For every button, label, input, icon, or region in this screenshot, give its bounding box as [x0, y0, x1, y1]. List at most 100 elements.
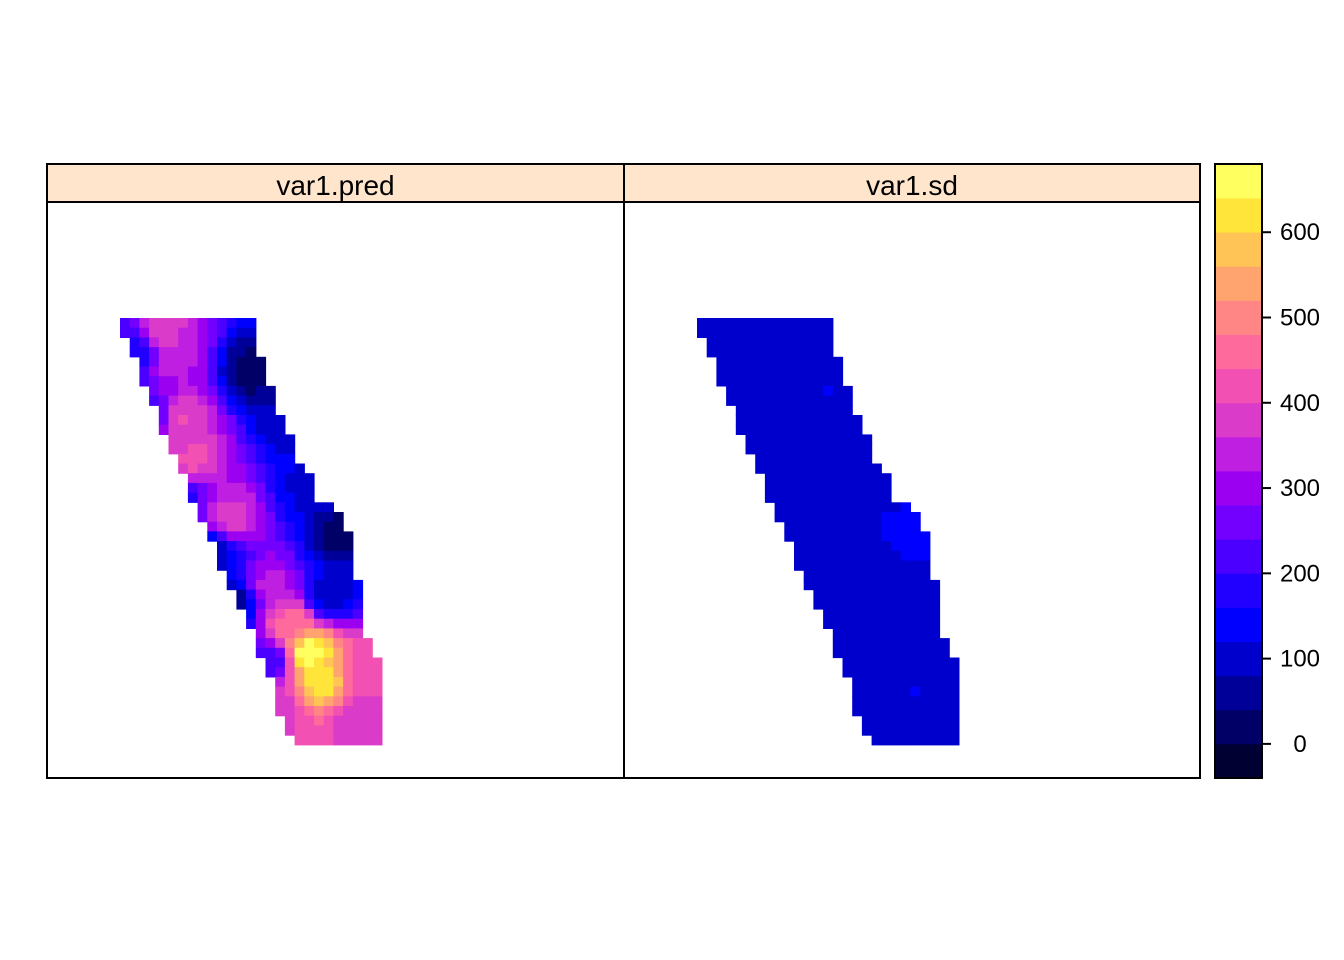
heatmap-cell	[774, 492, 785, 503]
heatmap-cell	[275, 492, 286, 503]
heatmap-cell	[197, 356, 208, 368]
heatmap-cell	[226, 570, 237, 581]
heatmap-cell	[823, 570, 834, 581]
heatmap-cell	[949, 725, 960, 736]
heatmap-cell	[294, 638, 305, 649]
heatmap-cell	[900, 696, 911, 707]
heatmap-cell	[362, 667, 373, 678]
heatmap-cell	[794, 318, 805, 329]
heatmap-cell	[871, 560, 882, 571]
heatmap-cell	[294, 657, 305, 668]
heatmap-cell	[314, 638, 325, 649]
heatmap-cell	[275, 444, 286, 455]
heatmap-cell	[900, 570, 911, 581]
heatmap-cell	[255, 376, 267, 387]
heatmap-cell	[265, 570, 276, 581]
heatmap-cell	[823, 434, 834, 445]
heatmap-cell	[304, 550, 315, 562]
heatmap-cell	[284, 609, 296, 620]
heatmap-cell	[910, 570, 921, 581]
heatmap-cell	[852, 686, 863, 697]
heatmap-cell	[871, 599, 882, 610]
heatmap-cell	[735, 385, 747, 397]
heatmap-cell	[920, 647, 931, 659]
heatmap-cell	[832, 618, 844, 629]
heatmap-cell	[207, 318, 218, 329]
heatmap-cell	[304, 686, 315, 697]
heatmap-cell	[294, 618, 305, 629]
heatmap-cell	[949, 735, 960, 746]
colorbar-swatch	[1215, 164, 1262, 199]
heatmap-cell	[764, 337, 776, 348]
heatmap-cell	[187, 347, 199, 358]
heatmap-cell	[294, 560, 305, 571]
heatmap-cell	[774, 502, 785, 513]
heatmap-cell	[910, 531, 921, 542]
heatmap-cell	[236, 531, 247, 542]
heatmap-cell	[774, 512, 785, 523]
heatmap-cell	[284, 647, 296, 659]
heatmap-cell	[832, 609, 844, 620]
heatmap-cell	[323, 676, 334, 688]
heatmap-cell	[255, 550, 267, 562]
heatmap-cell	[246, 395, 257, 406]
heatmap-cell	[284, 502, 296, 513]
heatmap-cell	[891, 667, 902, 678]
heatmap-cell	[139, 337, 150, 348]
heatmap-cell	[304, 579, 315, 591]
heatmap-cell	[333, 647, 344, 659]
heatmap-cell	[706, 337, 717, 348]
heatmap-cell	[275, 560, 286, 571]
heatmap-cell	[236, 405, 247, 416]
heatmap-cell	[352, 647, 364, 659]
strip-label-pred: var1.pred	[276, 170, 394, 201]
heatmap-cell	[255, 385, 267, 397]
heatmap-cell	[246, 521, 257, 532]
heatmap-cell	[813, 327, 824, 338]
heatmap-cell	[207, 415, 218, 426]
heatmap-cell	[881, 502, 892, 513]
heatmap-cell	[871, 482, 882, 494]
heatmap-cell	[929, 618, 941, 629]
heatmap-cell	[939, 706, 950, 717]
heatmap-sd	[697, 318, 960, 746]
heatmap-cell	[813, 560, 824, 571]
heatmap-cell	[832, 376, 844, 387]
heatmap-cell	[929, 676, 941, 688]
heatmap-cell	[745, 356, 756, 368]
heatmap-cell	[284, 453, 296, 465]
heatmap-cell	[255, 473, 267, 484]
heatmap-cell	[294, 628, 305, 639]
heatmap-cell	[881, 531, 892, 542]
heatmap-cell	[343, 589, 354, 600]
heatmap-cell	[265, 638, 276, 649]
heatmap-cell	[881, 492, 892, 503]
heatmap-cell	[197, 502, 208, 513]
heatmap-cell	[900, 628, 911, 639]
heatmap-cell	[861, 638, 873, 649]
heatmap-cell	[226, 327, 237, 338]
heatmap-cell	[294, 715, 305, 726]
heatmap-cell	[343, 647, 354, 659]
heatmap-cell	[236, 395, 247, 406]
heatmap-cell	[861, 618, 873, 629]
heatmap-cell	[207, 502, 218, 513]
heatmap-cell	[284, 589, 296, 600]
heatmap-pred	[120, 318, 383, 746]
heatmap-cell	[881, 725, 892, 736]
heatmap-cell	[343, 579, 354, 591]
heatmap-cell	[158, 385, 170, 397]
heatmap-cell	[197, 473, 208, 484]
heatmap-cell	[900, 686, 911, 697]
heatmap-cell	[803, 560, 814, 571]
heatmap-cell	[149, 385, 160, 397]
heatmap-cell	[372, 686, 383, 697]
heatmap-cell	[794, 521, 805, 532]
heatmap-cell	[910, 647, 921, 659]
heatmap-cell	[275, 570, 286, 581]
colorbar-swatch	[1215, 573, 1262, 608]
heatmap-cell	[217, 550, 228, 562]
heatmap-cell	[716, 356, 727, 368]
heatmap-cell	[794, 531, 805, 542]
heatmap-cell	[187, 434, 199, 445]
